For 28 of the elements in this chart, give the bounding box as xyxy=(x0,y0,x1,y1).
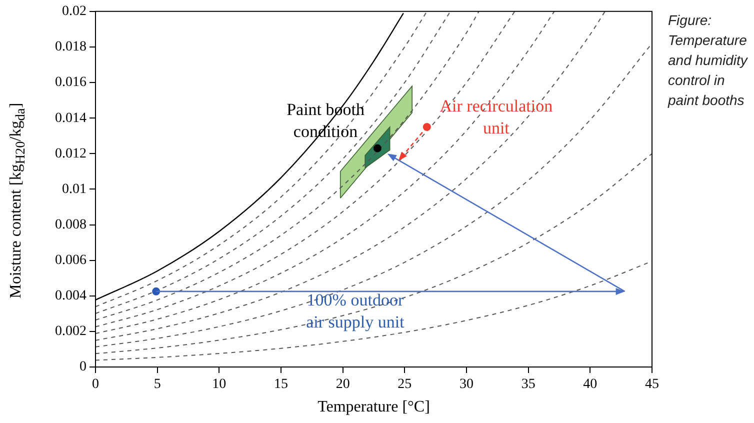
y-tick-label: 0.008 xyxy=(55,217,86,232)
x-tick-label: 40 xyxy=(583,377,598,392)
x-tick-label: 10 xyxy=(212,377,226,392)
x-tick-label: 45 xyxy=(645,377,659,392)
y-tick-label: 0.002 xyxy=(55,324,86,340)
point xyxy=(373,144,382,152)
y-tick-label: 0.014 xyxy=(55,110,86,126)
point xyxy=(152,287,160,296)
x-tick-label: 20 xyxy=(336,377,350,392)
x-axis-title: Temperature [°C] xyxy=(318,398,430,416)
y-tick-label: 0.012 xyxy=(55,146,86,162)
text: Figure: Temperature and humidity control in paint booths xyxy=(668,11,749,110)
y-tick-label: 0.004 xyxy=(55,288,86,304)
y-tick-label: 0.02 xyxy=(62,4,86,20)
y-tick-label: 0.018 xyxy=(55,40,86,55)
x-tick-label: 0 xyxy=(92,377,99,392)
x-tick-label: 25 xyxy=(398,377,412,392)
x-tick-label: 15 xyxy=(274,377,288,392)
y-tick-label: 0.016 xyxy=(55,75,86,90)
x-tick-label: 30 xyxy=(460,377,474,392)
y-tick-label: 0 xyxy=(80,360,86,375)
x-tick-label: 5 xyxy=(154,377,161,392)
annotation: Air recirculation unit xyxy=(440,96,554,138)
x-tick-label: 35 xyxy=(521,377,536,392)
annotation: 100% outdoor air supply unit xyxy=(306,290,405,332)
y-tick-label: 0.01 xyxy=(62,182,86,197)
y-tick-label: 0.006 xyxy=(55,252,86,268)
line-series xyxy=(96,153,652,354)
